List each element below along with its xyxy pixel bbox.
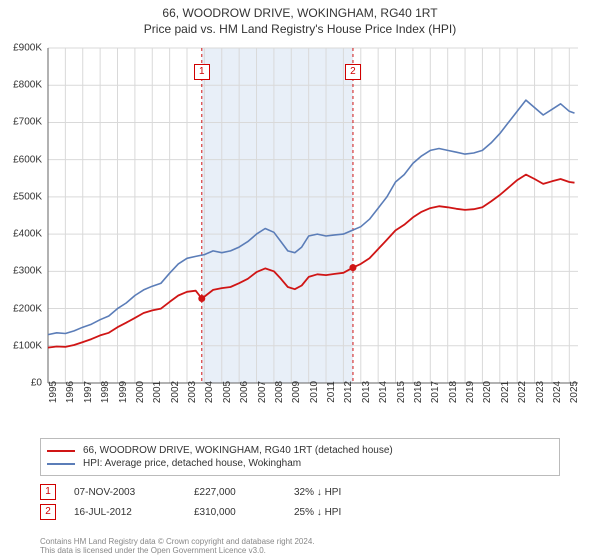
x-tick-label: 2003 (187, 381, 198, 403)
x-tick-label: 2022 (517, 381, 528, 403)
legend-swatch (47, 450, 75, 452)
x-tick-label: 1995 (48, 381, 59, 403)
title-sub: Price paid vs. HM Land Registry's House … (0, 22, 600, 36)
legend-swatch (47, 463, 75, 465)
x-tick-label: 2002 (170, 381, 181, 403)
y-tick-label: £200K (13, 303, 42, 314)
legend-row: HPI: Average price, detached house, Woki… (47, 458, 553, 469)
event-number: 1 (40, 484, 56, 500)
legend: 66, WOODROW DRIVE, WOKINGHAM, RG40 1RT (… (40, 438, 560, 476)
x-tick-label: 1997 (83, 381, 94, 403)
chart-titles: 66, WOODROW DRIVE, WOKINGHAM, RG40 1RT P… (0, 0, 600, 36)
x-tick-label: 2009 (291, 381, 302, 403)
x-tick-label: 2017 (430, 381, 441, 403)
x-tick-label: 2001 (152, 381, 163, 403)
x-tick-label: 2000 (135, 381, 146, 403)
event-row: 2 16-JUL-2012£310,00025% ↓ HPI (40, 504, 560, 520)
x-tick-label: 2006 (239, 381, 250, 403)
event-delta: 25% ↓ HPI (294, 507, 394, 518)
y-tick-label: £300K (13, 266, 42, 277)
legend-label: HPI: Average price, detached house, Woki… (83, 458, 301, 469)
x-tick-label: 2024 (552, 381, 563, 403)
x-tick-label: 2023 (535, 381, 546, 403)
y-tick-label: £100K (13, 340, 42, 351)
x-tick-label: 2007 (257, 381, 268, 403)
footer: Contains HM Land Registry data © Crown c… (40, 537, 560, 556)
x-tick-label: 2020 (482, 381, 493, 403)
y-tick-label: £900K (13, 43, 42, 54)
x-tick-label: 2005 (222, 381, 233, 403)
event-marker: 1 (194, 64, 210, 80)
event-price: £227,000 (194, 487, 294, 498)
x-tick-label: 2019 (465, 381, 476, 403)
x-tick-label: 2004 (204, 381, 215, 403)
chart-svg (48, 48, 578, 383)
event-delta: 32% ↓ HPI (294, 487, 394, 498)
y-tick-label: £800K (13, 80, 42, 91)
event-number: 2 (40, 504, 56, 520)
x-tick-label: 2016 (413, 381, 424, 403)
event-row: 1 07-NOV-2003£227,00032% ↓ HPI (40, 484, 560, 500)
x-tick-label: 2021 (500, 381, 511, 403)
footer-line1: Contains HM Land Registry data © Crown c… (40, 537, 560, 547)
x-tick-label: 1999 (118, 381, 129, 403)
x-tick-label: 2018 (448, 381, 459, 403)
x-tick-label: 2014 (378, 381, 389, 403)
legend-label: 66, WOODROW DRIVE, WOKINGHAM, RG40 1RT (… (83, 445, 393, 456)
y-tick-label: £600K (13, 154, 42, 165)
title-main: 66, WOODROW DRIVE, WOKINGHAM, RG40 1RT (0, 6, 600, 20)
event-date: 07-NOV-2003 (74, 487, 194, 498)
x-tick-label: 1996 (65, 381, 76, 403)
x-tick-label: 2008 (274, 381, 285, 403)
footer-line2: This data is licensed under the Open Gov… (40, 546, 560, 556)
event-marker: 2 (345, 64, 361, 80)
x-axis-labels: 1995199619971998199920002001200220032004… (48, 386, 578, 434)
chart-plot-area: 12 (48, 48, 578, 383)
y-tick-label: £500K (13, 191, 42, 202)
event-date: 16-JUL-2012 (74, 507, 194, 518)
x-tick-label: 2013 (361, 381, 372, 403)
x-tick-label: 1998 (100, 381, 111, 403)
legend-row: 66, WOODROW DRIVE, WOKINGHAM, RG40 1RT (… (47, 445, 553, 456)
y-tick-label: £0 (31, 378, 42, 389)
x-tick-label: 2012 (343, 381, 354, 403)
y-tick-label: £700K (13, 117, 42, 128)
x-tick-label: 2010 (309, 381, 320, 403)
y-axis-labels: £0£100K£200K£300K£400K£500K£600K£700K£80… (0, 48, 44, 383)
x-tick-label: 2015 (396, 381, 407, 403)
event-table: 1 07-NOV-2003£227,00032% ↓ HPI 2 16-JUL-201… (40, 480, 560, 524)
y-tick-label: £400K (13, 229, 42, 240)
x-tick-label: 2025 (569, 381, 580, 403)
x-tick-label: 2011 (326, 381, 337, 403)
event-price: £310,000 (194, 507, 294, 518)
